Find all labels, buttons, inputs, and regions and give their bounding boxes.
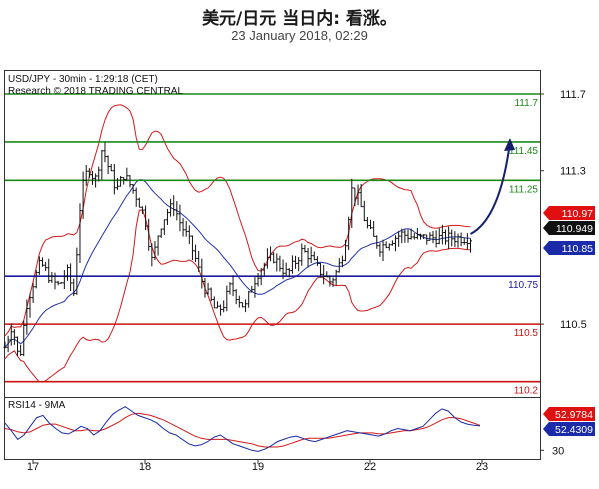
- rsi-label: RSI14 - 9MA: [8, 400, 66, 411]
- y-tick-label: 111.3: [560, 166, 586, 178]
- rsi-panel: 30 52.9784 52.4309: [4, 406, 595, 457]
- price-tag-pointer: [543, 241, 549, 255]
- rsi-tag-pointer: [543, 407, 549, 421]
- price-tags: 110.97 110.949 110.85: [543, 206, 595, 255]
- support-resistance-levels: 111.7 111.45 111.25 110.75 110.5 110.2: [5, 93, 540, 397]
- level-label: 111.25: [509, 184, 539, 195]
- x-tick-label: 23: [476, 461, 488, 473]
- rsi-tag-label: 52.9784: [555, 409, 593, 421]
- price-tag-bg: [549, 241, 595, 255]
- price-tag-label: 110.85: [562, 243, 593, 255]
- arrow-shaft: [470, 141, 511, 235]
- chart-title: USD/JPY - 30min - 1:29:18 (CET): [8, 74, 158, 85]
- price-tag-label: 110.97: [562, 208, 593, 220]
- x-tick-label: 17: [27, 461, 39, 473]
- rsi-ma-line: [4, 412, 481, 448]
- chart-subtitle: Research © 2018 TRADING CENTRAL: [8, 86, 183, 97]
- rsi-tag-pointer: [543, 422, 549, 436]
- rsi-line: [4, 406, 481, 452]
- forecast-arrow: [470, 137, 515, 235]
- price-candles: [3, 142, 472, 357]
- x-tick-label: 19: [252, 461, 264, 473]
- price-tag-pointer: [543, 206, 549, 220]
- level-label: 111.45: [509, 146, 539, 157]
- rsi-tag-label: 52.4309: [555, 424, 593, 436]
- arrow-head: [504, 137, 515, 151]
- price-tag-bg: [549, 206, 595, 220]
- price-tag-bg: [549, 221, 595, 235]
- level-label: 111.7: [514, 98, 538, 109]
- x-tick-label: 22: [364, 461, 376, 473]
- page-date: 23 January 2018, 02:29: [231, 28, 368, 43]
- level-label: 110.5: [514, 328, 539, 339]
- y-tick-label: 110.5: [560, 319, 587, 331]
- rsi-tag-bg: [549, 422, 595, 436]
- price-axis: 111.7 111.3 110.5: [540, 89, 587, 331]
- rsi-tag-bg: [549, 407, 595, 421]
- y-tick-label: 111.7: [560, 89, 586, 101]
- level-label: 110.2: [514, 386, 539, 397]
- x-tick-label: 18: [139, 461, 151, 473]
- level-label: 110.75: [508, 280, 538, 291]
- rsi-tick-label: 30: [552, 445, 564, 457]
- price-tag-pointer: [543, 221, 549, 235]
- page-title: 美元/日元 当日内: 看涨。: [202, 9, 397, 29]
- rsi-plot-frame: [4, 397, 541, 460]
- main-plot-frame: [4, 70, 541, 398]
- price-tag-label: 110.949: [556, 223, 593, 235]
- bollinger-lower: [4, 209, 471, 383]
- time-axis: 17 18 19 22 23: [27, 459, 488, 473]
